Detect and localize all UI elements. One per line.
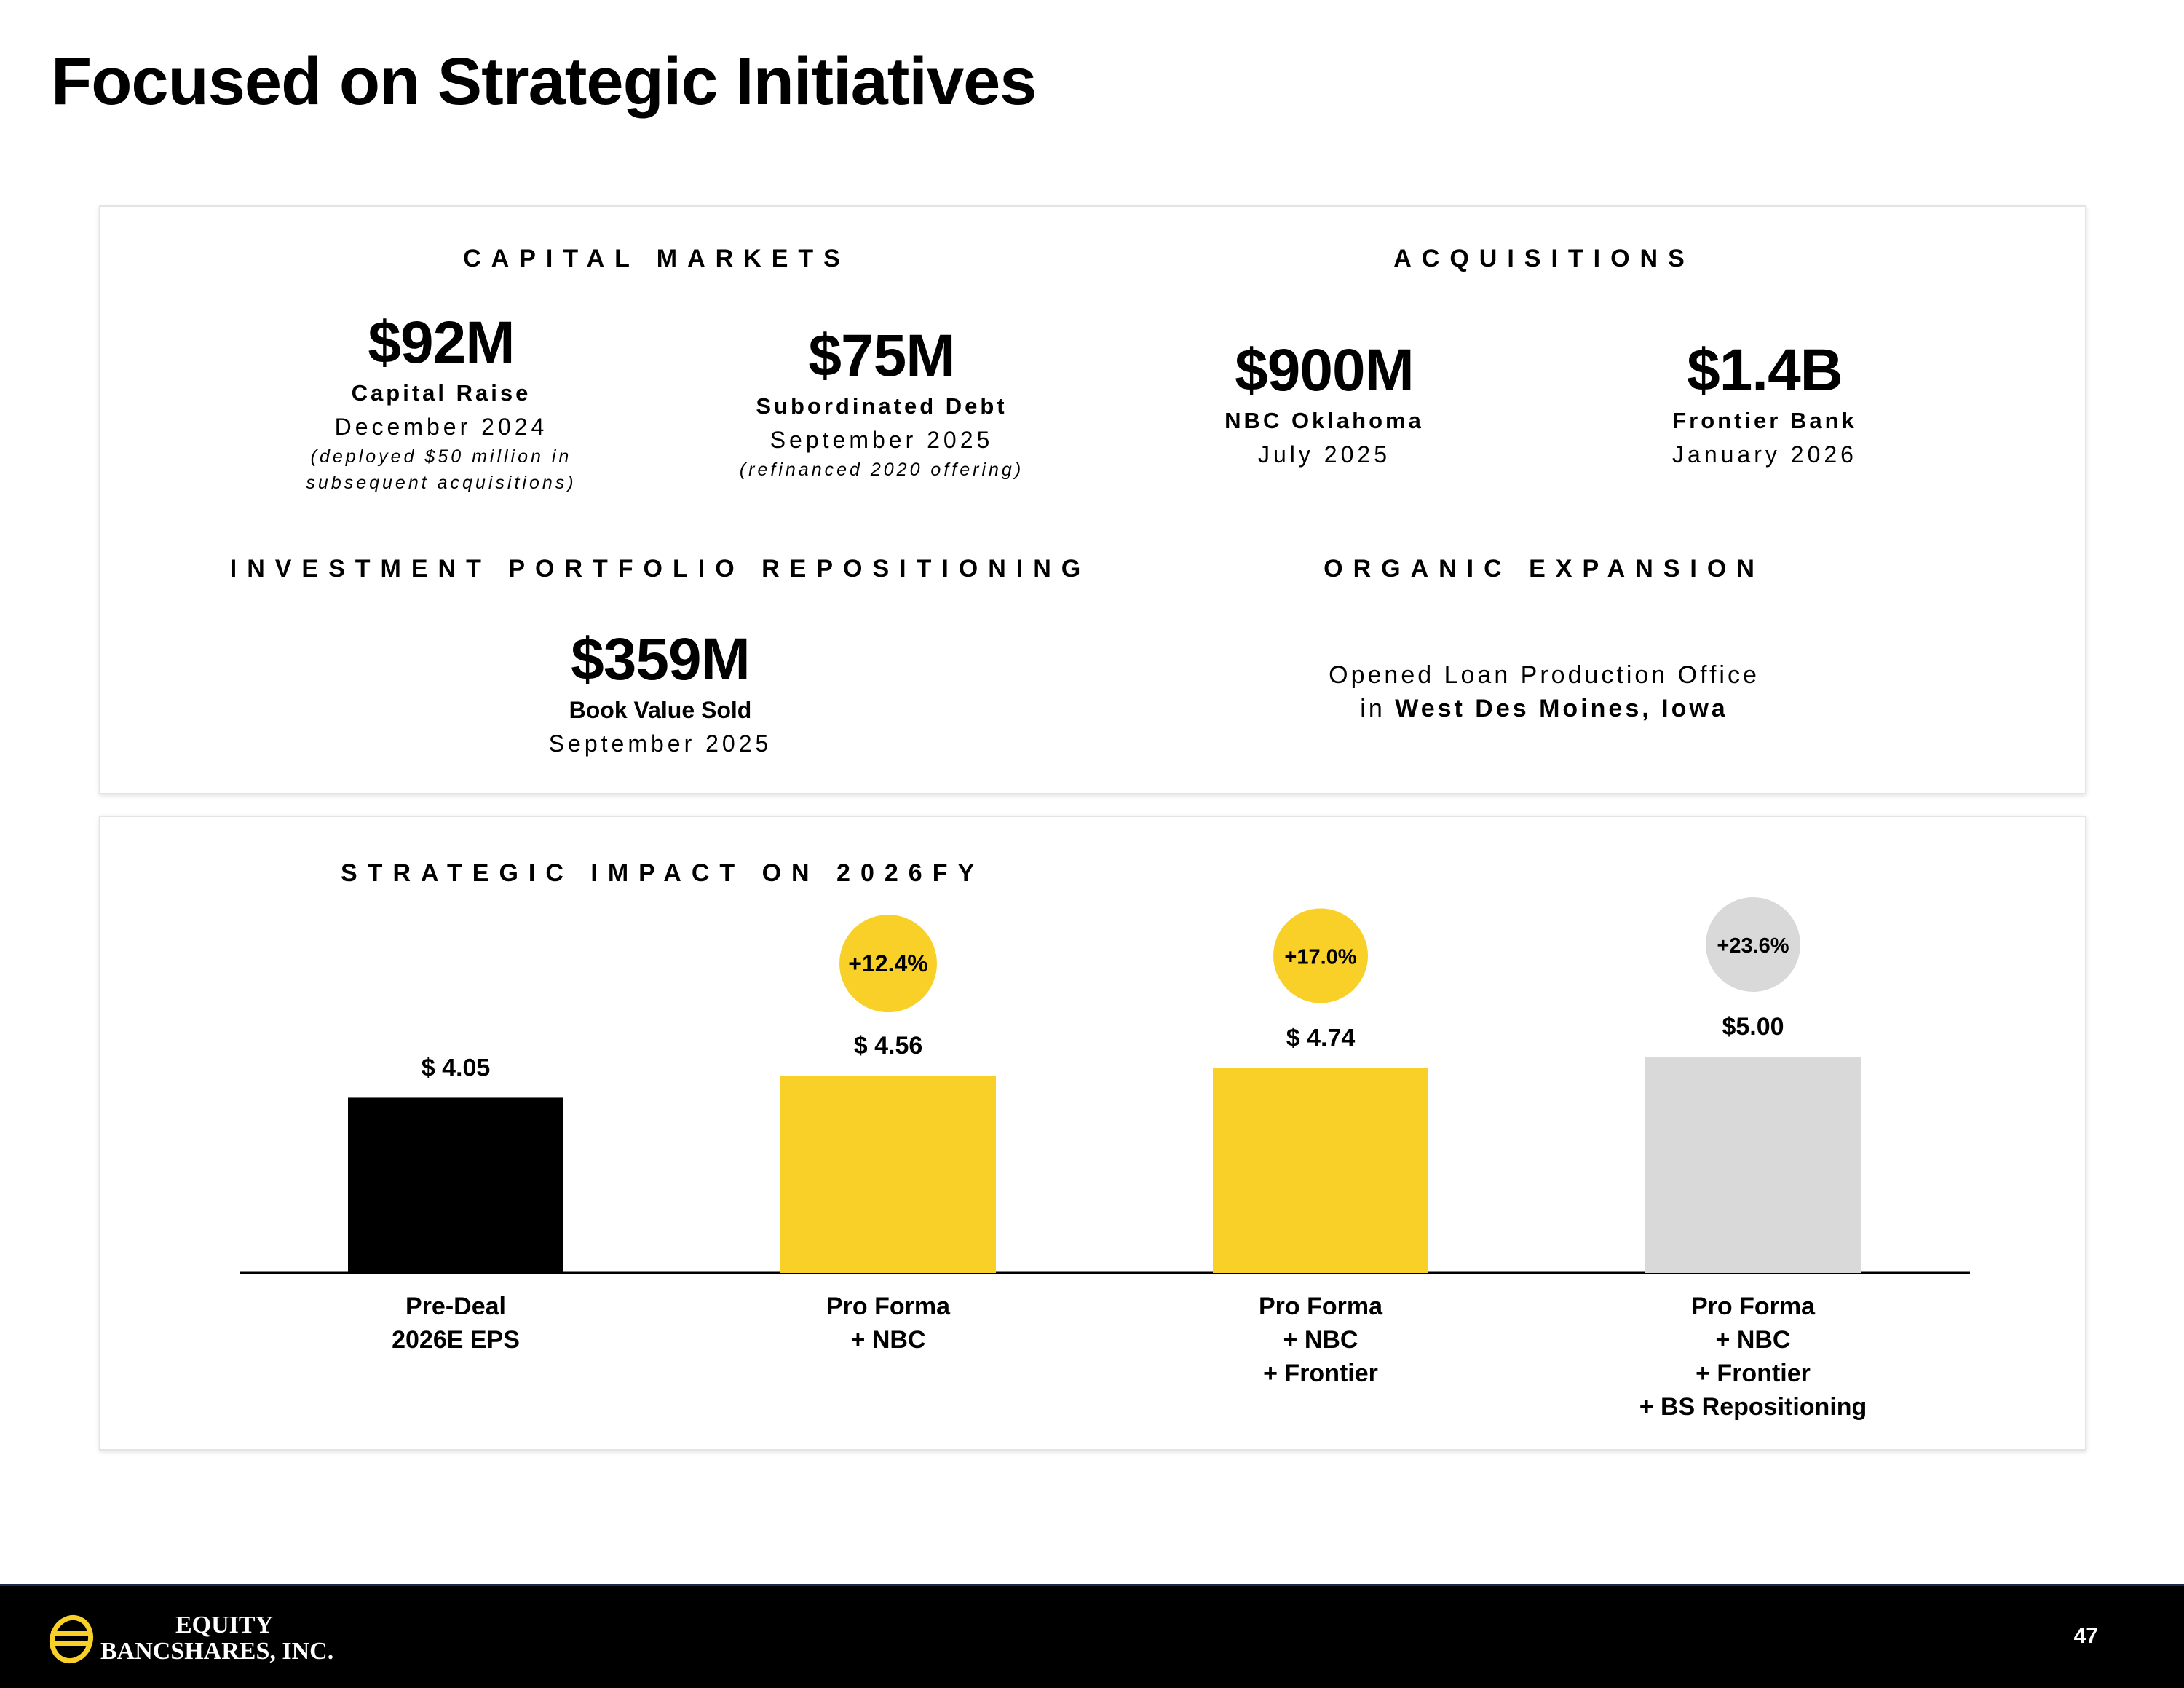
capital-raise-label: Capital Raise bbox=[351, 380, 531, 406]
bar-value-label-4: $5.00 bbox=[1722, 1013, 1784, 1041]
logo-line-1: EQUITY bbox=[175, 1612, 274, 1638]
investment-heading: INVESTMENT PORTFOLIO REPOSITIONING bbox=[229, 555, 1091, 583]
category-label-3-line-2: + NBC bbox=[1283, 1326, 1358, 1354]
bar-value-label-1: $ 4.05 bbox=[422, 1054, 491, 1081]
book-value-date: September 2025 bbox=[548, 730, 772, 757]
change-label-3: +17.0% bbox=[1284, 945, 1356, 969]
capital-markets-heading: CAPITAL MARKETS bbox=[463, 245, 850, 272]
book-value-label: Book Value Sold bbox=[569, 697, 752, 723]
nbc-oklahoma-value: $900M bbox=[1235, 337, 1415, 403]
subordinated-debt-label: Subordinated Debt bbox=[756, 393, 1008, 419]
nbc-oklahoma-label: NBC Oklahoma bbox=[1224, 408, 1424, 433]
acquisitions-heading: ACQUISITIONS bbox=[1393, 245, 1695, 272]
organic-heading: ORGANIC EXPANSION bbox=[1324, 555, 1765, 583]
bar-2 bbox=[780, 1076, 996, 1273]
bar-value-label-2: $ 4.56 bbox=[854, 1032, 923, 1060]
category-label-3-line-3: + Frontier bbox=[1263, 1360, 1378, 1387]
bar-3 bbox=[1213, 1068, 1428, 1273]
change-badge-4 bbox=[1706, 897, 1800, 992]
company-logo-text: EQUITY BANCSHARES, INC. bbox=[100, 1612, 333, 1665]
logo-line-2: BANCSHARES, INC. bbox=[100, 1638, 334, 1665]
subordinated-debt-value: $75M bbox=[808, 323, 955, 389]
capital-raise-note-2: subsequent acquisitions) bbox=[306, 473, 577, 493]
category-label-4-line-2: + NBC bbox=[1716, 1326, 1791, 1354]
bar-4 bbox=[1645, 1057, 1861, 1273]
nbc-oklahoma-stat: $900M NBC Oklahoma July 2025 bbox=[1224, 337, 1424, 471]
bar-1 bbox=[348, 1097, 563, 1273]
category-label-4-line-3: + Frontier bbox=[1696, 1360, 1811, 1387]
subordinated-debt-stat: $75M Subordinated Debt September 2025 (r… bbox=[740, 323, 1024, 483]
initiatives-panel bbox=[99, 205, 2086, 794]
book-value-value: $359M bbox=[571, 626, 751, 693]
frontier-bank-date: January 2026 bbox=[1672, 441, 1857, 468]
capital-raise-date: December 2024 bbox=[334, 414, 548, 440]
frontier-bank-label: Frontier Bank bbox=[1672, 408, 1857, 433]
organic-line-2-prefix: in bbox=[1360, 695, 1385, 722]
company-logo-icon bbox=[50, 1614, 93, 1664]
footer-bar: EQUITY BANCSHARES, INC. 47 bbox=[0, 1584, 2184, 1688]
change-label-4: +23.6% bbox=[1717, 934, 1789, 958]
organic-location: West Des Moines, Iowa bbox=[1395, 695, 1728, 722]
organic-line-2: in West Des Moines, Iowa bbox=[1329, 692, 1760, 725]
change-label-2: +12.4% bbox=[848, 950, 927, 977]
bar-value-label-3: $ 4.74 bbox=[1286, 1024, 1356, 1052]
capital-raise-value: $92M bbox=[368, 309, 515, 376]
organic-line-1: Opened Loan Production Office bbox=[1329, 661, 1760, 689]
category-label-2-line-1: Pro Forma bbox=[826, 1293, 951, 1320]
change-badge-3 bbox=[1273, 908, 1368, 1003]
change-badge-2 bbox=[839, 915, 937, 1013]
organic-expansion-text: Opened Loan Production Office in West De… bbox=[1329, 658, 1760, 725]
book-value-stat: $359M Book Value Sold September 2025 bbox=[549, 626, 772, 760]
category-label-1-line-2: 2026E EPS bbox=[392, 1326, 520, 1354]
capital-raise-note-1: (deployed $50 million in bbox=[310, 446, 572, 467]
category-label-2-line-2: + NBC bbox=[851, 1326, 926, 1354]
chart-heading: STRATEGIC IMPACT ON 2026FY bbox=[341, 859, 985, 887]
category-label-1-line-1: Pre-Deal bbox=[405, 1293, 506, 1320]
frontier-bank-stat: $1.4B Frontier Bank January 2026 bbox=[1672, 337, 1857, 471]
page-number: 47 bbox=[2073, 1624, 2098, 1648]
capital-raise-stat: $92M Capital Raise December 2024 (deploy… bbox=[306, 309, 576, 496]
category-label-3-line-1: Pro Forma bbox=[1259, 1293, 1383, 1320]
page-title: Focused on Strategic Initiatives bbox=[51, 44, 1037, 119]
subordinated-debt-note: (refinanced 2020 offering) bbox=[739, 460, 1024, 480]
nbc-oklahoma-date: July 2025 bbox=[1258, 441, 1390, 468]
frontier-bank-value: $1.4B bbox=[1687, 337, 1843, 403]
subordinated-debt-date: September 2025 bbox=[769, 427, 994, 453]
category-label-4-line-1: Pro Forma bbox=[1691, 1293, 1816, 1320]
category-label-4-line-4: + BS Repositioning bbox=[1639, 1393, 1867, 1421]
